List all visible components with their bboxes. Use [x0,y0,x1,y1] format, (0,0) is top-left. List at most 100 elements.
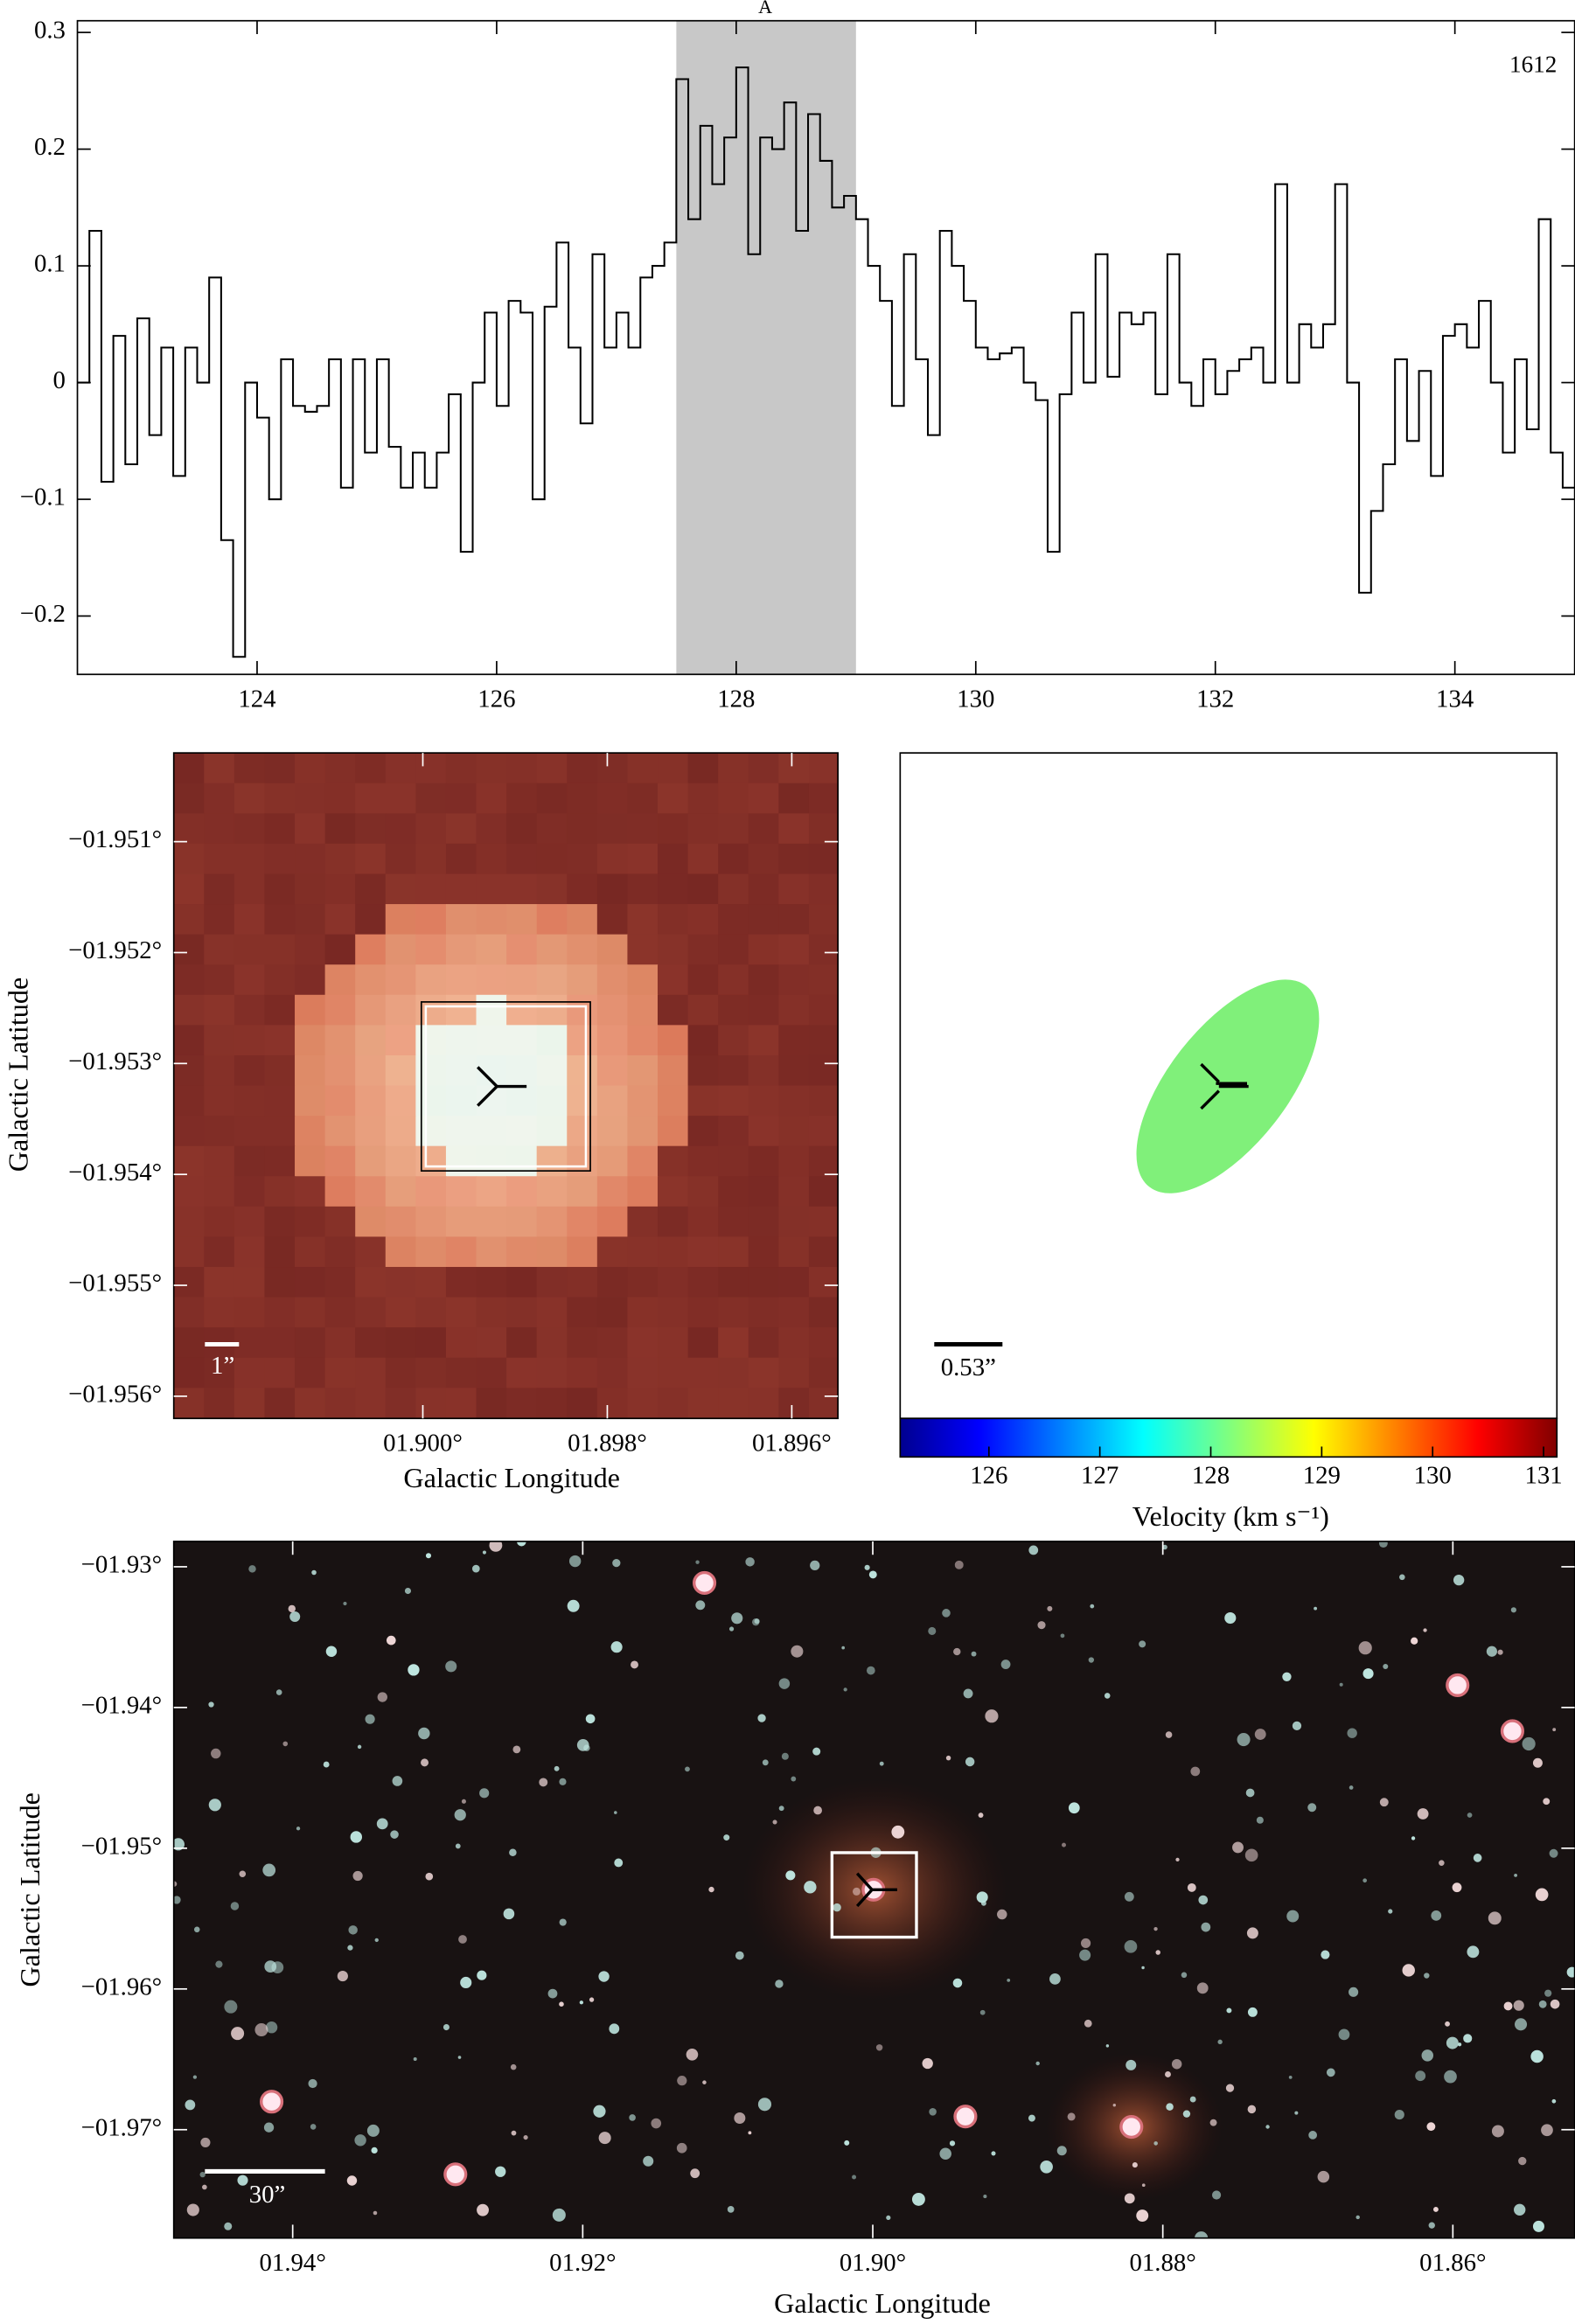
star [1426,2122,1436,2132]
image-pixel [295,843,326,875]
image-pixel [204,1054,235,1087]
star [373,2210,378,2216]
star [1467,1813,1473,1818]
image-pixel [173,1357,206,1389]
image-pixel [295,1176,326,1207]
image-pixel [596,843,629,875]
image-pixel [233,753,266,784]
image-pixel [658,1025,689,1056]
star [482,1550,487,1555]
x-tick-label: 130 [957,685,994,713]
star [1314,1606,1318,1611]
star [1079,1949,1091,1961]
image-pixel [295,1267,326,1298]
star [676,2142,687,2154]
image-pixel [264,1176,296,1207]
image-pixel [295,964,326,996]
image-pixel [233,964,266,996]
star [200,2137,211,2147]
star [443,2024,450,2031]
star [1339,1682,1343,1687]
image-pixel [718,813,749,845]
image-pixel [718,964,749,996]
image-pixel [808,934,839,966]
image-pixel [415,1085,447,1117]
image-pixel [748,1085,780,1117]
image-pixel [173,873,206,905]
image-pixel [778,1116,810,1147]
image-pixel [718,1145,749,1178]
star [489,1541,503,1552]
y-tick-label: −01.96° [81,1973,163,2000]
image-pixel [808,783,839,815]
image-pixel [445,1176,477,1207]
star [1423,1628,1427,1632]
star [1286,1910,1300,1923]
star [929,2108,937,2116]
image-pixel [415,1176,447,1207]
image-pixel [627,1025,659,1056]
star [695,1600,706,1611]
image-pixel [385,1267,417,1298]
image-pixel [808,1116,839,1147]
image-pixel [536,1025,568,1056]
image-pixel [567,1054,598,1087]
image-pixel [264,813,296,845]
image-pixel [445,783,477,815]
star [554,1765,560,1771]
scale-label: 30” [249,2181,286,2209]
star [942,1609,951,1618]
star [173,1881,178,1887]
image-pixel [748,873,780,905]
star [1124,1891,1134,1902]
image-pixel [295,1327,326,1359]
image-pixel [264,1267,296,1298]
star [1431,1910,1442,1921]
star [539,1778,548,1787]
star [576,1738,589,1751]
image-pixel [536,873,568,905]
star [374,1938,379,1943]
image-pixel [808,904,839,936]
image-pixel [476,1145,507,1178]
star [1411,1637,1418,1645]
star [1062,1842,1066,1847]
y-tick-label: −0.1 [20,484,66,511]
star [275,1689,282,1695]
image-pixel [355,994,387,1026]
image-pixel [204,934,235,966]
image-pixel [596,753,629,784]
star [1497,1649,1503,1655]
image-pixel [204,843,235,875]
star [1056,2146,1067,2156]
image-pixel [687,1357,720,1389]
image-pixel [173,753,206,784]
star [949,2140,956,2147]
image-pixel [355,783,387,815]
star [1402,1964,1415,1977]
image-pixel [385,1054,417,1087]
star [348,1925,358,1935]
star [978,1813,984,1818]
star [1566,1966,1575,1978]
star [963,1688,973,1699]
image-pixel [658,964,689,996]
star [1399,1574,1405,1581]
image-pixel [536,994,568,1026]
x-tick-label: 01.92° [549,2249,616,2277]
star [1201,1922,1211,1932]
image-pixel [658,1236,689,1268]
image-pixel [567,1085,598,1117]
star [346,2175,358,2186]
star [1162,1544,1167,1550]
star [186,2203,199,2216]
star [1124,1939,1138,1953]
star [323,1761,330,1768]
image-pixel [687,1327,720,1359]
star [754,1618,760,1625]
image-pixel [778,1145,810,1178]
star [354,2134,366,2147]
image-pixel [476,904,507,936]
image-pixel [596,1054,629,1087]
image-pixel [204,904,235,936]
